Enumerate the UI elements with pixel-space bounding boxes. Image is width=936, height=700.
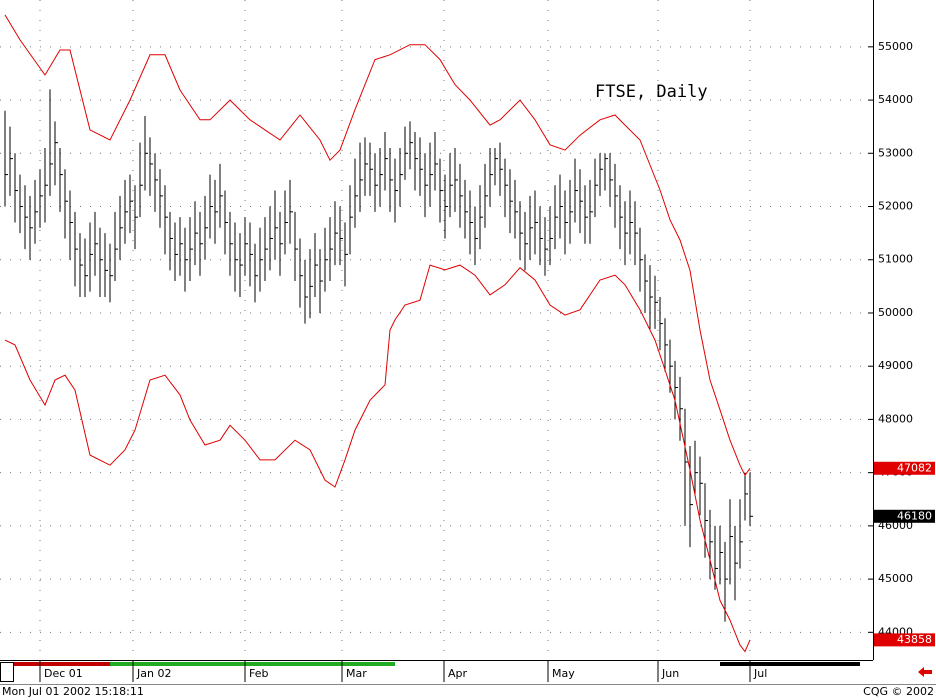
- period-strip: [110, 662, 395, 666]
- y-tick-label: 54000: [878, 93, 913, 106]
- y-tick-label: 45000: [878, 572, 913, 585]
- y-tick-label: 51000: [878, 253, 913, 266]
- x-tick-label: Dec 01: [44, 667, 83, 680]
- price-marker: [874, 633, 935, 647]
- y-tick-label: 49000: [878, 359, 913, 372]
- band-line: [4, 14, 751, 477]
- y-tick-label: 48000: [878, 412, 913, 425]
- timestamp: Mon Jul 01 2002 15:18:11: [2, 685, 144, 698]
- price-marker-label: 47082: [897, 461, 932, 474]
- copyright: CQG © 2002: [863, 685, 934, 698]
- price-marker: [874, 509, 935, 523]
- y-tick-label: 50000: [878, 306, 913, 319]
- x-tick-label: Jul: [753, 667, 767, 680]
- y-tick-label: 53000: [878, 146, 913, 159]
- band-line: [4, 264, 751, 653]
- price-marker-label: 43858: [897, 633, 932, 646]
- y-tick-label: 52000: [878, 200, 913, 213]
- x-tick-label: May: [552, 667, 575, 680]
- scroll-arrow[interactable]: [918, 667, 932, 677]
- x-tick-label: Feb: [249, 667, 268, 680]
- scroll-box[interactable]: [0, 662, 14, 682]
- price-marker: [874, 461, 935, 475]
- period-strip: [10, 662, 110, 666]
- x-tick-label: Apr: [448, 667, 468, 680]
- x-tick-label: Jun: [661, 667, 679, 680]
- x-tick-label: Jan 02: [136, 667, 171, 680]
- period-strip: [720, 662, 860, 666]
- x-tick-label: Mar: [346, 667, 367, 680]
- chart-title: FTSE, Daily: [595, 82, 708, 102]
- y-tick-label: 55000: [878, 40, 913, 53]
- price-marker-label: 46180: [897, 509, 932, 522]
